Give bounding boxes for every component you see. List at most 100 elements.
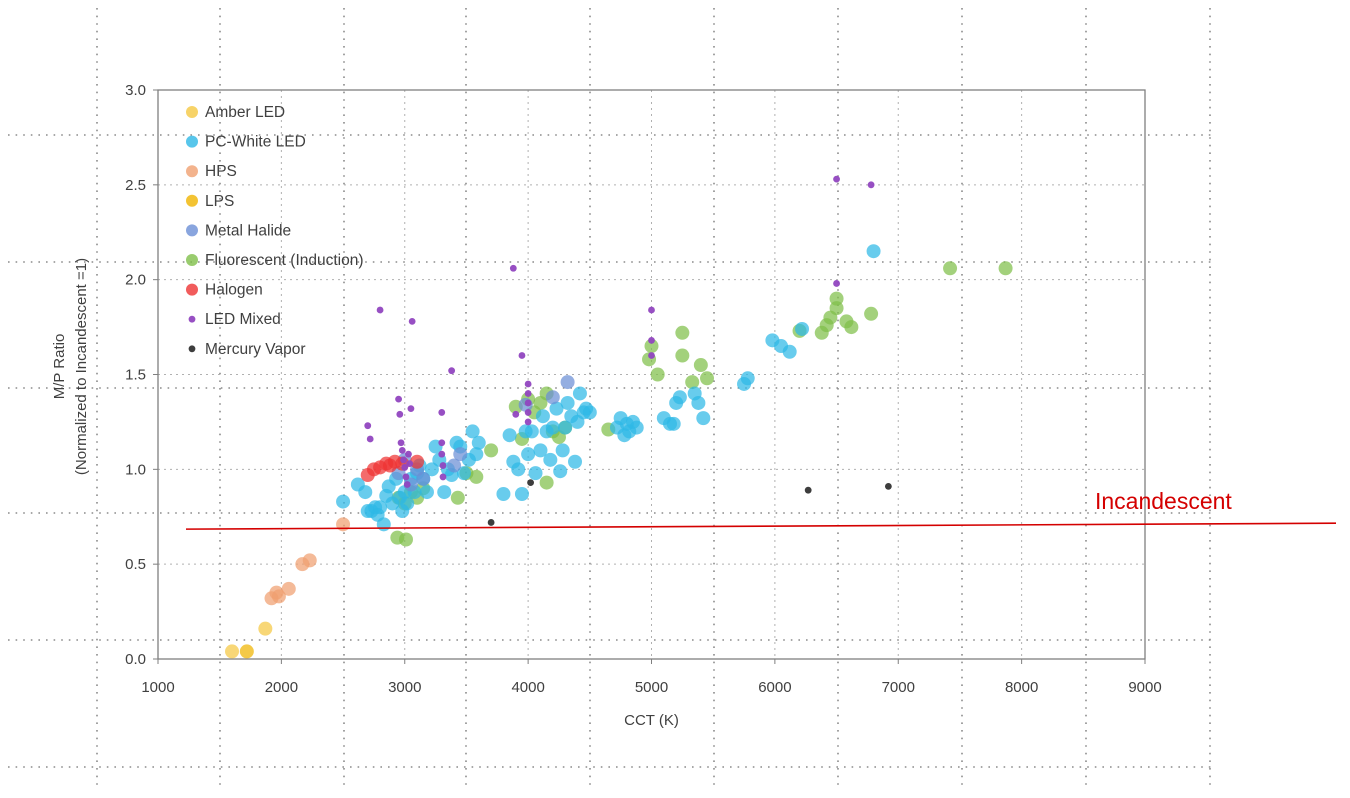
data-point-pc-white-led [502,428,517,443]
data-point-led-mixed [833,175,840,183]
incandescent-label: Incandescent [1095,488,1232,514]
data-point-fluorescent-induction [700,371,715,386]
data-point-hps [302,553,317,568]
data-point-led-mixed [364,422,372,430]
outer-dotted-grid [8,8,1215,790]
data-point-led-mixed [509,264,517,272]
y-tick-label: 1.5 [125,367,146,384]
legend-label: Halogen [205,282,263,299]
data-point-fluorescent-induction [469,469,484,484]
data-point-led-mixed [396,410,404,418]
data-point-metal-halide [447,458,462,473]
x-tick-label: 5000 [635,679,668,696]
data-point-amber-led [258,621,273,636]
y-axis-title-line1: M/P Ratio [51,334,68,400]
data-point-pc-white-led [437,485,452,500]
data-point-led-mixed [408,317,416,325]
data-point-pc-white-led [528,466,543,481]
x-tick-label: 2000 [265,679,298,696]
legend-label: Metal Halide [205,222,291,239]
data-point-fluorescent-induction [650,367,665,382]
data-point-led-mixed [403,481,411,488]
data-point-pc-white-led [524,424,539,439]
data-point-led-mixed [524,390,532,397]
data-point-led-mixed [524,409,532,416]
legend-label: Amber LED [205,104,285,121]
data-point-pc-white-led [336,494,351,509]
data-point-pc-white-led [549,401,564,416]
data-point-led-mixed [867,181,875,189]
data-point-fluorescent-induction [998,261,1013,276]
data-point-led-mixed [398,446,406,454]
data-point-led-mixed [448,367,456,375]
data-point-pc-white-led [373,500,388,515]
data-point-led-mixed [524,418,532,426]
legend-marker [186,254,198,266]
data-point-led-mixed [438,450,446,458]
data-point-led-mixed [401,464,409,471]
y-tick-label: 0.0 [125,651,146,668]
x-tick-label: 6000 [758,679,791,696]
data-point-pc-white-led [514,486,529,501]
data-point-led-mixed [405,450,412,458]
data-point-fluorescent-induction [693,358,708,373]
data-points [225,175,1013,659]
data-point-fluorescent-induction [844,320,859,335]
y-tick-label: 2.0 [125,272,146,289]
legend-label: PC-White LED [205,134,306,151]
data-point-led-mixed [407,405,415,413]
data-point-metal-halide [403,477,418,492]
legend: Amber LED PC-White LED HPS LPS Metal Halide F… [186,104,364,358]
legend-marker [186,224,198,237]
legend-label: Mercury Vapor [205,341,306,358]
data-point-pc-white-led [543,452,558,467]
legend-marker [186,135,198,148]
data-point-led-mixed [402,473,410,481]
plot-grid [158,90,1145,659]
data-point-led-mixed [406,460,414,468]
data-point-led-mixed [439,473,447,481]
data-point-pc-white-led [866,244,881,259]
data-point-pc-white-led [469,447,484,462]
legend-label: Fluorescent (Induction) [205,252,364,269]
data-point-pc-white-led [696,411,711,426]
data-point-led-mixed [438,409,446,416]
data-point-fluorescent-induction [675,325,690,340]
data-point-pc-white-led [419,485,434,500]
data-point-metal-halide [545,390,560,405]
x-tick-label: 8000 [1005,679,1038,696]
data-point-mercury-vapor [527,479,534,487]
data-point-fluorescent-induction [943,261,958,276]
y-tick-label: 1.0 [125,461,146,478]
x-axis-ticks: 1000 2000 3000 4000 5000 6000 7000 8000 9000 [141,659,1162,696]
data-point-pc-white-led [629,420,644,435]
data-point-metal-halide [416,471,431,486]
y-tick-label: 0.5 [125,556,146,573]
data-point-pc-white-led [465,424,480,439]
y-axis-title-line2: (Normalized to Incandescent =1) [73,258,90,475]
data-point-led-mixed [512,410,520,418]
data-point-fluorescent-induction [864,306,879,321]
data-point-pc-white-led [424,462,439,477]
data-point-led-mixed [439,462,447,469]
data-point-pc-white-led [521,447,536,462]
data-point-pc-white-led [533,443,548,458]
data-point-pc-white-led [400,496,415,511]
data-point-pc-white-led [456,466,471,481]
data-point-led-mixed [648,336,655,344]
data-point-halogen [410,454,425,469]
data-point-pc-white-led [555,443,570,458]
data-point-fluorescent-induction [644,339,659,354]
data-point-fluorescent-induction [398,532,413,547]
data-point-pc-white-led [376,517,391,532]
legend-label: HPS [205,163,237,180]
data-point-pc-white-led [358,485,373,500]
data-point-mercury-vapor [487,519,495,526]
data-point-lps [239,644,254,659]
data-point-fluorescent-induction [685,375,700,390]
y-axis-ticks: 0.0 0.5 1.0 1.5 2.0 2.5 3.0 [125,82,158,668]
x-tick-label: 4000 [511,679,544,696]
data-point-pc-white-led [471,435,486,450]
data-point-fluorescent-induction [450,490,465,505]
